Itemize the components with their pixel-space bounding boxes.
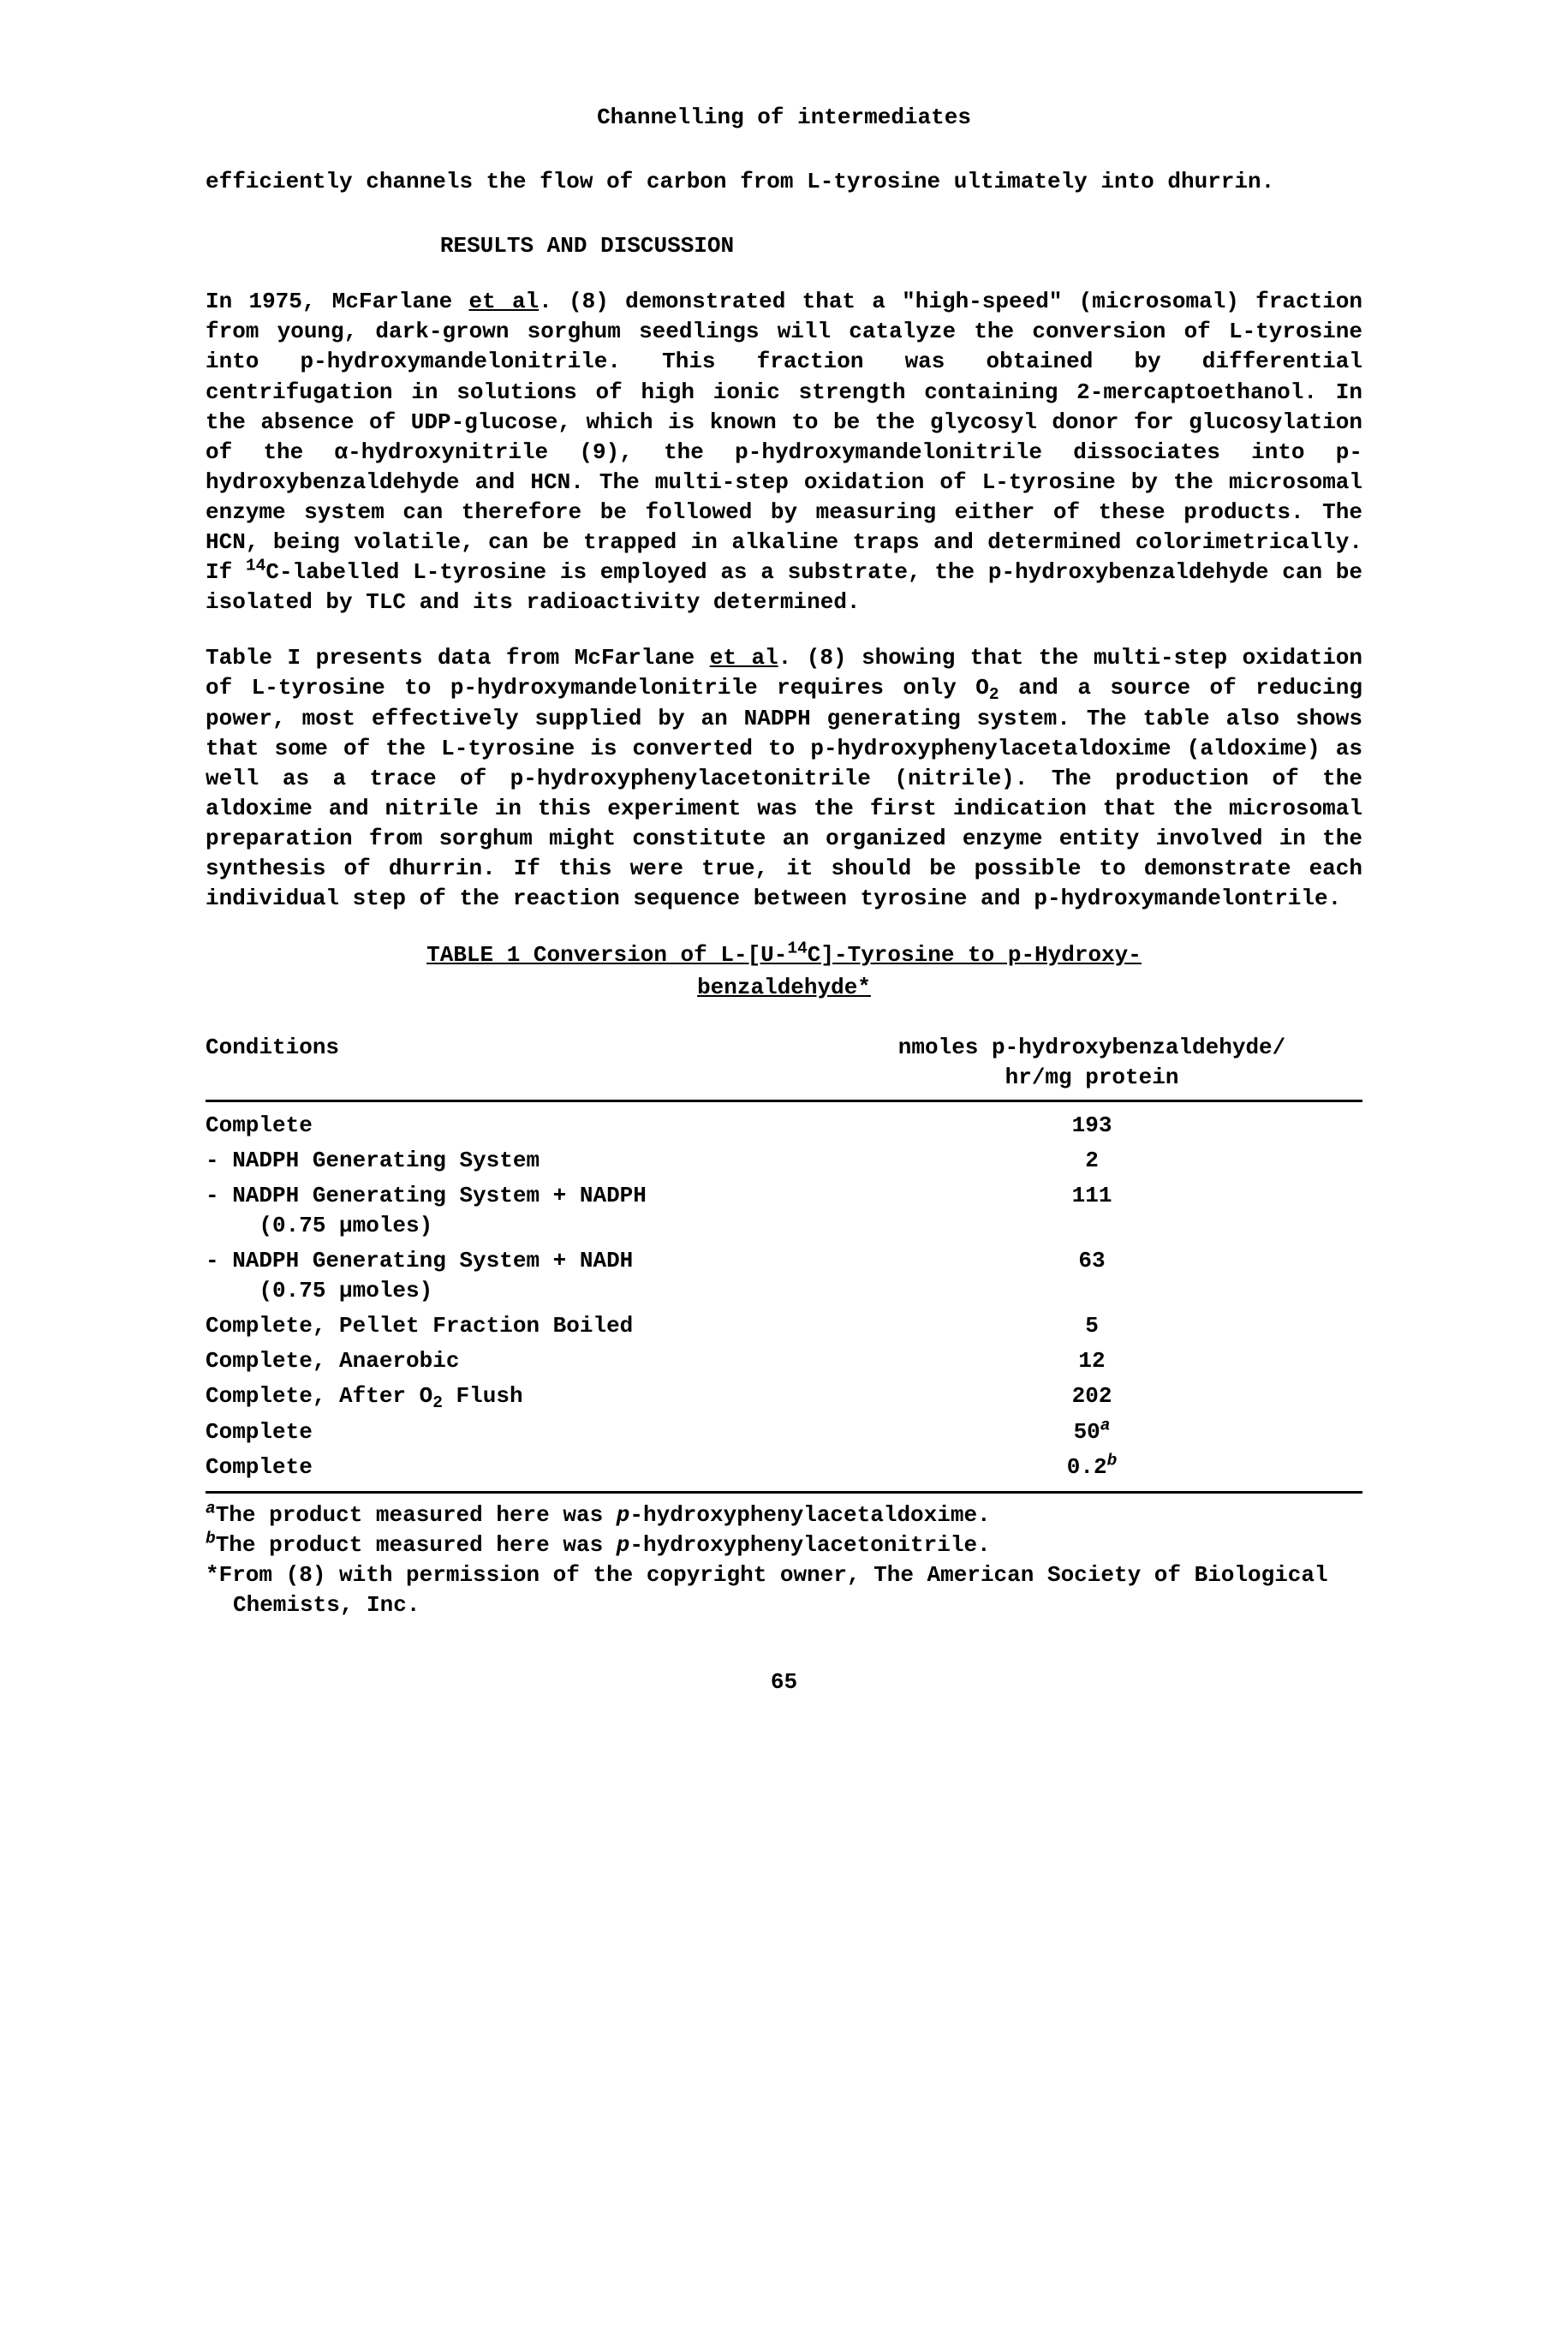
footnote-star: *From (8) with permission of the copyrig… <box>206 1560 1362 1620</box>
cell-value: 0.2b <box>821 1450 1362 1493</box>
cell-conditions: Complete, After O2 Flush <box>206 1379 821 1414</box>
cell-conditions: Complete <box>206 1100 821 1143</box>
page-number: 65 <box>206 1667 1362 1697</box>
table-row: Complete, Anaerobic12 <box>206 1344 1362 1379</box>
cell-conditions: - NADPH Generating System + NADH (0.75 μ… <box>206 1244 821 1309</box>
table-row: - NADPH Generating System + NADH (0.75 μ… <box>206 1244 1362 1309</box>
table-title-line2: benzaldehyde* <box>697 975 871 1000</box>
cell-value: 63 <box>821 1244 1362 1309</box>
paragraph-2: Table I presents data from McFarlane et … <box>206 643 1362 914</box>
footnote-a-marker: a <box>206 1499 216 1518</box>
intro-fragment: efficiently channels the flow of carbon … <box>206 167 1362 197</box>
p2-part3: and a source of reducing power, most eff… <box>206 675 1362 911</box>
footnote-b: bThe product measured here was p-hydroxy… <box>206 1530 1362 1560</box>
table-1: Conditions nmoles p-hydroxybenzaldehyde/… <box>206 1026 1362 1494</box>
footnote-a: aThe product measured here was p-hydroxy… <box>206 1500 1362 1530</box>
cell-value: 193 <box>821 1100 1362 1143</box>
cell-value: 50a <box>821 1415 1362 1450</box>
col-conditions: Conditions <box>206 1026 821 1101</box>
table-row: - NADPH Generating System + NADPH (0.75 … <box>206 1178 1362 1244</box>
paragraph-1: In 1975, McFarlane et al. (8) demonstrat… <box>206 287 1362 617</box>
p1-part3: C-labelled L-tyrosine is employed as a s… <box>206 559 1362 615</box>
section-heading-text: RESULTS AND DISCUSSION <box>440 231 734 261</box>
footnote-b-marker: b <box>206 1529 216 1548</box>
col-value: nmoles p-hydroxybenzaldehyde/ hr/mg prot… <box>821 1026 1362 1101</box>
cell-value: 2 <box>821 1143 1362 1178</box>
table-row: Complete50a <box>206 1415 1362 1450</box>
cell-value: 202 <box>821 1379 1362 1414</box>
table-row: Complete0.2b <box>206 1450 1362 1493</box>
footnote-b-text2: -hydroxyphenylacetonitrile. <box>629 1532 990 1558</box>
cell-conditions: Complete, Anaerobic <box>206 1344 821 1379</box>
section-heading: RESULTS AND DISCUSSION <box>206 231 1362 261</box>
cell-conditions: Complete, Pellet Fraction Boiled <box>206 1309 821 1344</box>
table-row: Complete193 <box>206 1100 1362 1143</box>
cell-conditions: Complete <box>206 1450 821 1493</box>
cell-value: 5 <box>821 1309 1362 1344</box>
table-row: - NADPH Generating System2 <box>206 1143 1362 1178</box>
cell-value: 12 <box>821 1344 1362 1379</box>
col-value-line2: hr/mg protein <box>1005 1065 1179 1090</box>
cell-conditions: - NADPH Generating System + NADPH (0.75 … <box>206 1178 821 1244</box>
running-head: Channelling of intermediates <box>206 103 1362 133</box>
p2-etal: et al <box>710 645 778 671</box>
table-footnotes: aThe product measured here was p-hydroxy… <box>206 1500 1362 1620</box>
footnote-b-text1: The product measured here was <box>216 1532 617 1558</box>
table-title-part2: C]-Tyrosine to p-Hydroxy- <box>808 942 1142 968</box>
p1-part1: In 1975, McFarlane <box>206 289 468 314</box>
cell-conditions: - NADPH Generating System <box>206 1143 821 1178</box>
footnote-a-pname: p <box>617 1502 630 1528</box>
p2-part1: Table I presents data from McFarlane <box>206 645 710 671</box>
cell-value: 111 <box>821 1178 1362 1244</box>
table-row: Complete, After O2 Flush202 <box>206 1379 1362 1414</box>
p1-part2: . (8) demonstrated that a "high-speed" (… <box>206 289 1362 585</box>
table-title: TABLE 1 Conversion of L-[U-14C]-Tyrosine… <box>206 939 1362 1004</box>
p1-sup14: 14 <box>246 556 265 575</box>
p2-sub2a: 2 <box>989 686 999 705</box>
table-title-part1: TABLE 1 Conversion of L-[U- <box>426 942 787 968</box>
footnote-a-text1: The product measured here was <box>216 1502 617 1528</box>
col-value-line1: nmoles p-hydroxybenzaldehyde/ <box>898 1035 1285 1060</box>
table-title-sup: 14 <box>787 939 807 958</box>
p1-etal: et al <box>468 289 539 314</box>
footnote-b-pname: p <box>617 1532 630 1558</box>
cell-conditions: Complete <box>206 1415 821 1450</box>
footnote-a-text2: -hydroxyphenylacetaldoxime. <box>629 1502 990 1528</box>
table-row: Complete, Pellet Fraction Boiled5 <box>206 1309 1362 1344</box>
